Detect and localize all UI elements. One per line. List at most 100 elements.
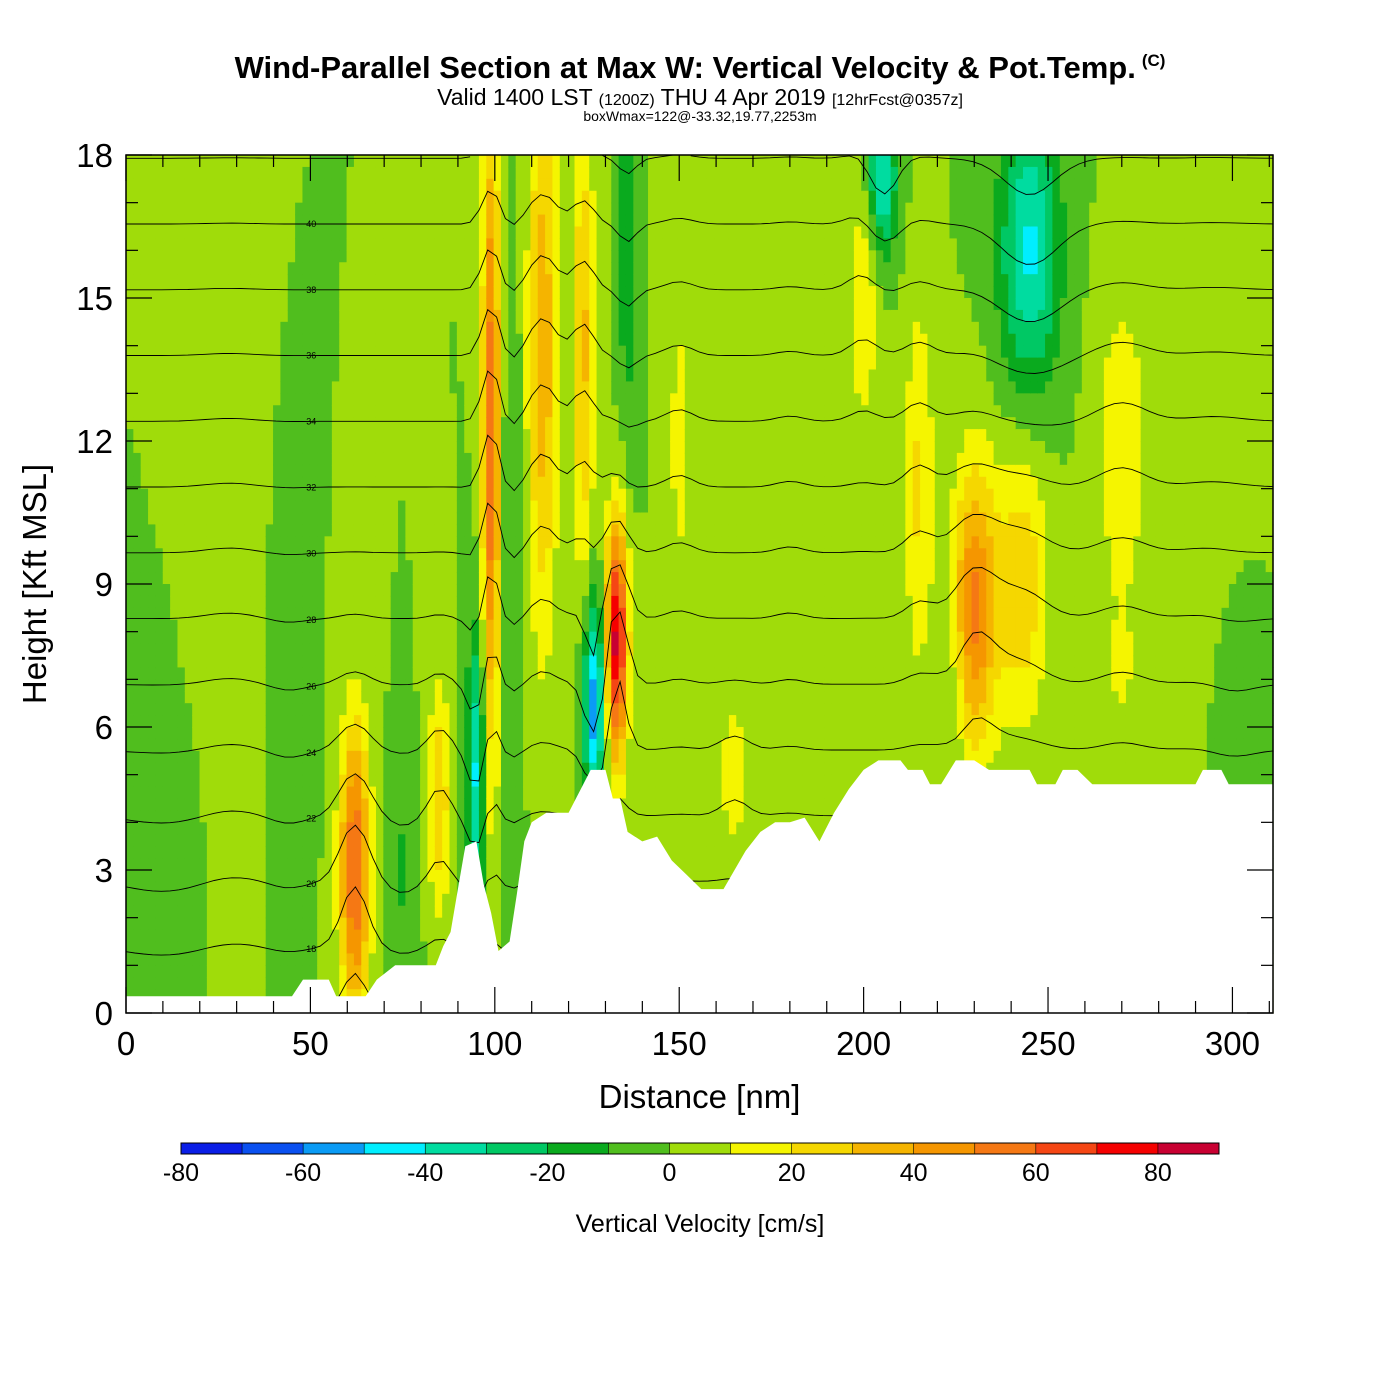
velocity-cell xyxy=(368,202,377,216)
velocity-cell xyxy=(192,464,201,478)
velocity-cell xyxy=(515,429,524,442)
velocity-cell xyxy=(625,548,634,561)
velocity-cell xyxy=(302,691,311,704)
velocity-cell xyxy=(442,834,451,847)
velocity-cell xyxy=(302,631,311,645)
velocity-cell xyxy=(368,476,377,490)
velocity-cell xyxy=(236,274,245,287)
velocity-cell xyxy=(339,631,348,645)
velocity-cell xyxy=(434,155,443,168)
velocity-cell xyxy=(493,667,502,680)
velocity-cell xyxy=(295,274,304,287)
velocity-cell xyxy=(434,607,443,621)
velocity-cell xyxy=(456,512,465,526)
velocity-cell xyxy=(530,703,539,716)
velocity-cell xyxy=(287,452,296,466)
velocity-cell xyxy=(471,786,480,800)
velocity-cell xyxy=(464,155,473,168)
velocity-cell xyxy=(537,309,546,323)
velocity-cell xyxy=(603,595,612,609)
velocity-cell xyxy=(545,476,554,490)
velocity-cell xyxy=(199,155,208,168)
velocity-cell xyxy=(442,202,451,216)
velocity-cell xyxy=(273,941,281,955)
velocity-cell xyxy=(206,369,215,383)
velocity-cell xyxy=(508,572,517,585)
velocity-cell xyxy=(331,607,340,621)
velocity-cell xyxy=(346,834,355,847)
velocity-cell xyxy=(295,560,304,573)
velocity-cell xyxy=(537,607,546,621)
velocity-cell xyxy=(236,643,245,657)
velocity-cell xyxy=(192,262,201,275)
velocity-cell xyxy=(405,715,414,728)
velocity-cell xyxy=(368,536,377,549)
velocity-cell xyxy=(633,321,642,335)
velocity-cell xyxy=(273,333,281,347)
velocity-cell xyxy=(596,607,605,621)
velocity-cell xyxy=(346,822,355,835)
velocity-cell xyxy=(353,572,362,585)
velocity-cell xyxy=(250,905,259,919)
velocity-cell xyxy=(361,393,370,406)
velocity-cell xyxy=(368,560,377,573)
velocity-cell xyxy=(405,941,414,955)
velocity-cell xyxy=(434,441,443,454)
velocity-cell xyxy=(214,476,223,490)
velocity-cell xyxy=(486,429,495,442)
velocity-cell xyxy=(273,691,281,704)
velocity-cell xyxy=(280,989,289,1002)
velocity-cell xyxy=(236,834,245,847)
velocity-cell xyxy=(162,309,171,323)
velocity-cell xyxy=(346,905,355,919)
velocity-cell xyxy=(567,476,576,490)
velocity-cell xyxy=(508,536,517,549)
velocity-cell xyxy=(302,214,311,228)
velocity-cell xyxy=(552,202,561,216)
velocity-cell xyxy=(390,715,399,728)
velocity-cell xyxy=(250,846,259,859)
velocity-cell xyxy=(302,250,311,263)
velocity-cell xyxy=(339,786,348,800)
velocity-cell xyxy=(148,166,157,180)
velocity-cell xyxy=(625,691,634,704)
velocity-cell xyxy=(265,774,274,788)
velocity-cell xyxy=(368,786,377,800)
velocity-cell xyxy=(559,298,568,311)
velocity-cell xyxy=(236,190,245,204)
velocity-cell xyxy=(133,834,142,847)
velocity-cell xyxy=(258,536,267,549)
velocity-cell xyxy=(478,715,487,728)
velocity-cell xyxy=(508,655,517,669)
velocity-cell xyxy=(478,155,487,168)
velocity-cell xyxy=(442,703,451,716)
velocity-cell xyxy=(478,298,487,311)
velocity-cell xyxy=(126,441,134,454)
velocity-cell xyxy=(589,381,598,394)
velocity-cell xyxy=(126,953,134,966)
velocity-cell xyxy=(177,715,186,728)
velocity-cell xyxy=(258,524,267,537)
velocity-cell xyxy=(537,226,546,240)
velocity-cell xyxy=(199,405,208,418)
velocity-cell xyxy=(515,262,524,275)
velocity-cell xyxy=(383,488,392,502)
velocity-cell xyxy=(140,309,149,323)
velocity-cell xyxy=(148,488,157,502)
velocity-cell xyxy=(302,965,311,978)
velocity-cell xyxy=(361,250,370,263)
velocity-cell xyxy=(250,691,259,704)
velocity-cell xyxy=(243,286,252,299)
velocity-cell xyxy=(221,893,230,907)
velocity-cell xyxy=(309,190,318,204)
velocity-cell xyxy=(368,357,377,371)
velocity-cell xyxy=(250,155,259,168)
velocity-cell xyxy=(287,774,296,788)
velocity-cell xyxy=(331,381,340,394)
velocity-cell xyxy=(537,381,546,394)
velocity-cell xyxy=(273,536,281,549)
velocity-cell xyxy=(500,190,509,204)
velocity-cell xyxy=(192,405,201,418)
velocity-cell xyxy=(250,810,259,823)
velocity-cell xyxy=(206,643,215,657)
